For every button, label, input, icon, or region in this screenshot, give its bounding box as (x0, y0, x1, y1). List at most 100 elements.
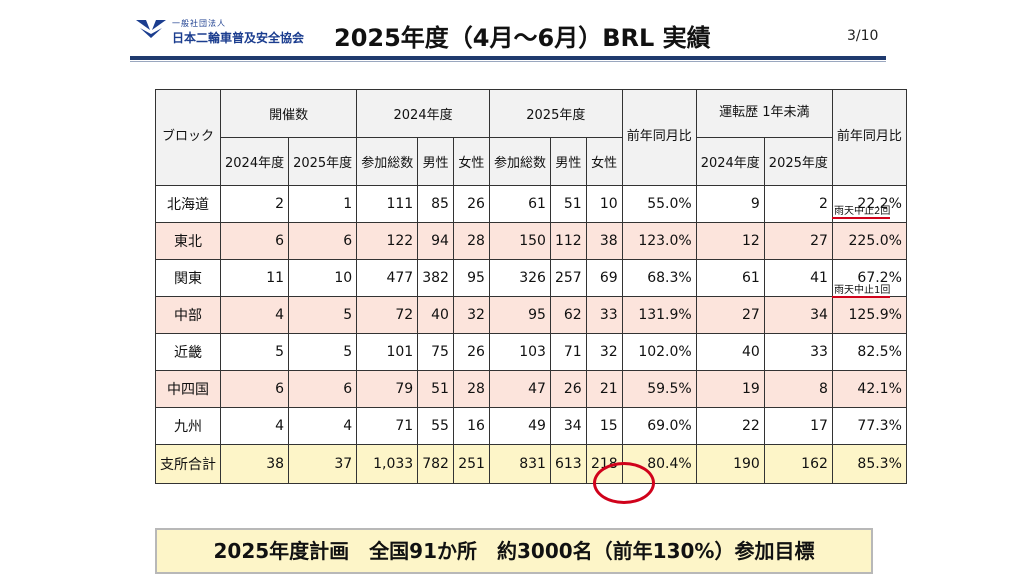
page-number: 3/10 (847, 28, 879, 44)
header-block: ブロック (155, 89, 221, 186)
cell-t25: 47 (488, 370, 551, 408)
cell-t25: 150 (488, 222, 551, 260)
table-row: 九州 4 4 71 55 16 49 34 15 69.0% 22 17 77.… (155, 407, 907, 445)
cell-yoy: 102.0% (621, 333, 697, 371)
header-female-2025: 女性 (585, 137, 623, 186)
cell-t24: 71 (356, 407, 419, 445)
cell-yoy: 55.0% (621, 185, 697, 223)
header-2025: 2025年度 (488, 89, 623, 138)
cell-block: 中部 (155, 296, 221, 334)
cell-n25: 17 (763, 407, 833, 445)
cell-m24: 85 (417, 185, 454, 223)
cell-m24: 782 (417, 444, 454, 484)
cell-t24: 122 (356, 222, 419, 260)
table-total-row: 支所合計 38 37 1,033 782 251 831 613 218 80.… (155, 444, 907, 484)
table-row: 関東 11 10 477 382 95 326 257 69 68.3% 61 … (155, 259, 907, 297)
cell-t24: 101 (356, 333, 419, 371)
title-divider-thin (130, 61, 886, 62)
cell-m24: 51 (417, 370, 454, 408)
cell-m25: 62 (549, 296, 587, 334)
cell-n24: 61 (695, 259, 765, 297)
plan-banner: 2025年度計画 全国91か所 約3000名（前年130%）参加目標 (155, 528, 873, 574)
note-hokkaido-underline (832, 217, 890, 219)
cell-nyoy: 77.3% (831, 407, 907, 445)
cell-block: 九州 (155, 407, 221, 445)
org-logo: 一般社団法人 日本二輪車普及安全協会 (134, 14, 334, 48)
cell-f24: 28 (452, 370, 490, 408)
cell-k25: 6 (288, 370, 358, 408)
cell-n24: 9 (695, 185, 765, 223)
cell-k24: 6 (219, 370, 290, 408)
cell-f24: 26 (452, 185, 490, 223)
table-row: 近畿 5 5 101 75 26 103 71 32 102.0% 40 33 … (155, 333, 907, 371)
slide-title: 2025年度（4月～6月）BRL 実績 (334, 24, 711, 52)
header-novice-2025: 2025年度 (763, 137, 833, 186)
cell-k25: 5 (288, 296, 358, 334)
cell-block: 関東 (155, 259, 221, 297)
cell-n25: 27 (763, 222, 833, 260)
note-kanto: 雨天中止1回 (834, 285, 891, 296)
header-row-top: ブロック 開催数 2024年度 2025年度 前年同月比 運転歴 1年未満 前年… (155, 89, 907, 186)
cell-n24: 22 (695, 407, 765, 445)
cell-t24: 72 (356, 296, 419, 334)
cell-yoy: 59.5% (621, 370, 697, 408)
cell-m24: 94 (417, 222, 454, 260)
cell-m25: 34 (549, 407, 587, 445)
table-row: 東北 6 6 122 94 28 150 112 38 123.0% 12 27… (155, 222, 907, 260)
cell-f25: 69 (585, 259, 623, 297)
cell-k25: 5 (288, 333, 358, 371)
cell-n24: 12 (695, 222, 765, 260)
table-row: 中四国 6 6 79 51 28 47 26 21 59.5% 19 8 42.… (155, 370, 907, 408)
wing-logo-icon (136, 20, 166, 38)
header-kaisai-2025: 2025年度 (288, 137, 358, 186)
cell-m25: 51 (549, 185, 587, 223)
table-row: 中部 4 5 72 40 32 95 62 33 131.9% 27 34 12… (155, 296, 907, 334)
results-table: ブロック 開催数 2024年度 2025年度 前年同月比 運転歴 1年未満 前年… (155, 89, 907, 484)
cell-nyoy: 225.0% (831, 222, 907, 260)
header-kaisai-2024: 2024年度 (219, 137, 290, 186)
cell-m24: 55 (417, 407, 454, 445)
header-female-2024: 女性 (452, 137, 490, 186)
cell-f25: 33 (585, 296, 623, 334)
cell-t25: 326 (488, 259, 551, 297)
cell-k25: 37 (288, 444, 358, 484)
cell-m25: 613 (549, 444, 587, 484)
cell-t25: 103 (488, 333, 551, 371)
cell-yoy: 68.3% (621, 259, 697, 297)
cell-k25: 4 (288, 407, 358, 445)
cell-nyoy: 82.5% (831, 333, 907, 371)
cell-k24: 6 (219, 222, 290, 260)
cell-k24: 2 (219, 185, 290, 223)
cell-yoy: 131.9% (621, 296, 697, 334)
cell-f24: 32 (452, 296, 490, 334)
header-male-2024: 男性 (417, 137, 454, 186)
highlight-circle (593, 462, 655, 504)
cell-k24: 38 (219, 444, 290, 484)
cell-n25: 33 (763, 333, 833, 371)
cell-n24: 190 (695, 444, 765, 484)
header-yoy: 前年同月比 (621, 89, 697, 186)
cell-k24: 4 (219, 296, 290, 334)
cell-f25: 10 (585, 185, 623, 223)
cell-t24: 1,033 (356, 444, 419, 484)
cell-t24: 111 (356, 185, 419, 223)
cell-n24: 40 (695, 333, 765, 371)
cell-nyoy: 42.1% (831, 370, 907, 408)
cell-k24: 4 (219, 407, 290, 445)
header-2024: 2024年度 (356, 89, 490, 138)
header-novice: 運転歴 1年未満 (695, 89, 833, 138)
cell-f24: 28 (452, 222, 490, 260)
cell-f24: 16 (452, 407, 490, 445)
cell-f25: 38 (585, 222, 623, 260)
note-hokkaido: 雨天中止2回 (834, 206, 891, 217)
cell-block: 東北 (155, 222, 221, 260)
cell-f24: 251 (452, 444, 490, 484)
cell-f25: 15 (585, 407, 623, 445)
org-type-label: 一般社団法人 (172, 19, 226, 28)
cell-n24: 19 (695, 370, 765, 408)
cell-n25: 162 (763, 444, 833, 484)
cell-n25: 41 (763, 259, 833, 297)
cell-k24: 5 (219, 333, 290, 371)
header-row-sub: 2024年度 2025年度 参加総数 男性 女性 参加総数 男性 女性 2024… (156, 137, 907, 186)
cell-f25: 21 (585, 370, 623, 408)
